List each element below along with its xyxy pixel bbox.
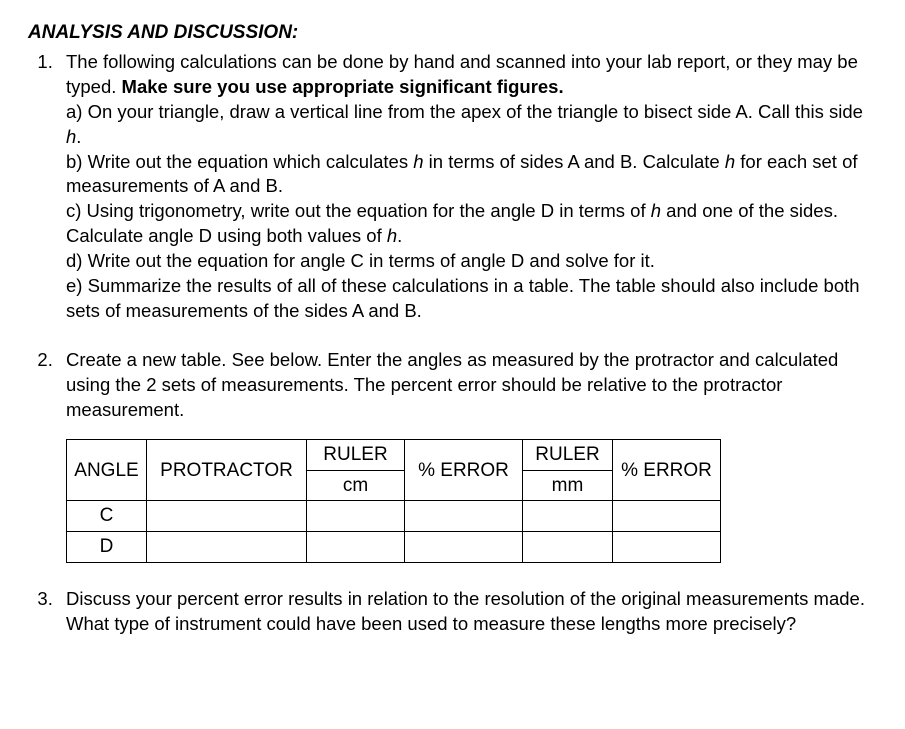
item1-c-h2: h (387, 225, 397, 246)
row-c-ruler-mm (523, 501, 613, 532)
main-list: The following calculations can be done b… (28, 50, 877, 637)
item1-c-text5: . (397, 225, 402, 246)
table-row: D (67, 532, 721, 563)
row-d-ruler-cm (307, 532, 405, 563)
header-protractor: PROTRACTOR (147, 440, 307, 501)
list-item-3: Discuss your percent error results in re… (58, 587, 877, 637)
row-c-angle: C (67, 501, 147, 532)
item1-c-h1: h (651, 200, 661, 221)
item1-a: a) On your triangle, draw a vertical lin… (66, 100, 877, 150)
item1-b-h2: h (725, 151, 735, 172)
item1-b: b) Write out the equation which calculat… (66, 150, 877, 200)
item3-text: Discuss your percent error results in re… (66, 588, 865, 634)
table-header-row: ANGLE PROTRACTOR RULER % ERROR RULER % E… (67, 440, 721, 471)
angle-table: ANGLE PROTRACTOR RULER % ERROR RULER % E… (66, 439, 721, 563)
header-ruler-cm: RULER (307, 440, 405, 471)
row-d-error2 (613, 532, 721, 563)
item1-c-text1: c) Using trigonometry, write out the equ… (66, 200, 651, 221)
item1-b-h1: h (413, 151, 423, 172)
row-d-angle: D (67, 532, 147, 563)
header-ruler-mm: RULER (523, 440, 613, 471)
header-angle: ANGLE (67, 440, 147, 501)
list-item-1: The following calculations can be done b… (58, 50, 877, 325)
item1-e: e) Summarize the results of all of these… (66, 274, 877, 324)
table-row: C (67, 501, 721, 532)
item1-b-text1: b) Write out the equation which calculat… (66, 151, 413, 172)
row-c-protractor (147, 501, 307, 532)
list-item-2: Create a new table. See below. Enter the… (58, 348, 877, 562)
row-c-error2 (613, 501, 721, 532)
row-d-ruler-mm (523, 532, 613, 563)
header-error2: % ERROR (613, 440, 721, 501)
section-heading: ANALYSIS AND DISCUSSION: (28, 20, 877, 46)
header-error1: % ERROR (405, 440, 523, 501)
item1-b-text3: in terms of sides A and B. Calculate (424, 151, 725, 172)
unit-mm: mm (523, 470, 613, 501)
item2-text: Create a new table. See below. Enter the… (66, 349, 838, 420)
row-c-error1 (405, 501, 523, 532)
item1-c: c) Using trigonometry, write out the equ… (66, 199, 877, 249)
row-d-protractor (147, 532, 307, 563)
item1-d: d) Write out the equation for angle C in… (66, 249, 877, 274)
item1-intro-b: Make sure you use appropriate significan… (122, 76, 564, 97)
item1-a-h: h (66, 126, 76, 147)
row-c-ruler-cm (307, 501, 405, 532)
unit-cm: cm (307, 470, 405, 501)
row-d-error1 (405, 532, 523, 563)
item1-a-text3: . (76, 126, 81, 147)
item1-a-text1: a) On your triangle, draw a vertical lin… (66, 101, 863, 122)
